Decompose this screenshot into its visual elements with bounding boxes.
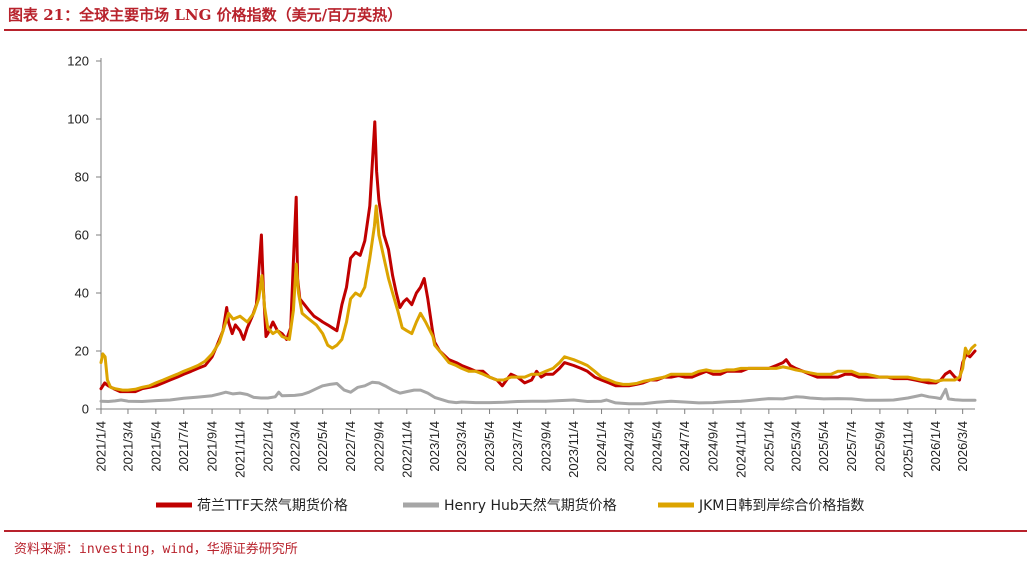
x-tick-label: 2022/1/4 — [260, 421, 275, 472]
y-tick-label: 20 — [75, 344, 89, 359]
y-tick-label: 60 — [75, 228, 89, 243]
footer-divider — [4, 530, 1027, 532]
source-note: 资料来源：investing，wind，华源证券研究所 — [14, 542, 298, 557]
legend: 荷兰TTF天然气期货价格 Henry Hub天然气期货价格 JKM日韩到岸综合价格指… — [156, 497, 864, 514]
x-tick-label: 2023/9/4 — [538, 421, 553, 472]
x-tick-label: 2023/1/4 — [427, 421, 442, 472]
x-tick-label: 2022/3/4 — [287, 421, 302, 472]
x-tick-label: 2021/7/4 — [176, 421, 191, 472]
x-tick-label: 2022/7/4 — [343, 421, 358, 472]
x-tick-label: 2023/3/4 — [454, 421, 469, 472]
x-tick-label: 2026/1/4 — [928, 421, 943, 472]
x-tick-label: 2021/3/4 — [120, 421, 135, 472]
x-tick-label: 2024/3/4 — [621, 421, 636, 472]
x-axis: 2021/1/4 2021/3/4 2021/5/4 2021/7/4 2021/9/4… — [94, 408, 975, 478]
x-tick-label: 2025/3/4 — [788, 421, 803, 472]
x-tick-label: 2022/11/4 — [399, 421, 414, 478]
y-tick-label: 40 — [75, 286, 89, 301]
x-tick-label: 2023/5/4 — [482, 421, 497, 472]
y-tick-label: 0 — [82, 402, 89, 417]
x-tick-label: 2021/11/4 — [232, 421, 247, 478]
legend-label-jkm: JKM日韩到岸综合价格指数 — [698, 498, 864, 514]
series-line-jkm — [99, 204, 977, 392]
x-tick-label: 2025/11/4 — [900, 421, 915, 478]
legend-label-ttf: 荷兰TTF天然气期货价格 — [197, 497, 348, 514]
chart-canvas: 0 20 40 60 80 100 120 2021/1/4 2021/3/4 2021/5/4… — [67, 54, 977, 514]
y-tick-label: 80 — [75, 170, 89, 185]
x-tick-label: 2024/5/4 — [649, 421, 664, 472]
x-tick-label: 2021/1/4 — [94, 421, 109, 472]
x-tick-label: 2024/9/4 — [706, 421, 721, 472]
plot-area — [99, 120, 977, 406]
x-tick-label: 2026/3/4 — [955, 421, 970, 472]
x-tick-label: 2025/9/4 — [872, 421, 887, 472]
y-tick-label: 100 — [67, 112, 89, 127]
x-tick-label: 2024/11/4 — [733, 421, 748, 478]
x-tick-label: 2024/1/4 — [594, 421, 609, 472]
x-tick-label: 2022/9/4 — [371, 421, 386, 472]
x-tick-label: 2021/5/4 — [148, 421, 163, 472]
series-line-ttf — [99, 120, 977, 394]
x-tick-label: 2024/7/4 — [677, 421, 692, 472]
x-tick-label: 2023/7/4 — [510, 421, 525, 472]
x-tick-label: 2025/1/4 — [761, 421, 776, 472]
x-tick-label: 2021/9/4 — [205, 421, 220, 472]
y-axis: 0 20 40 60 80 100 120 — [67, 54, 102, 417]
x-tick-label: 2025/7/4 — [844, 421, 859, 472]
series-line-henry-hub — [99, 380, 977, 406]
title-divider — [4, 29, 1027, 31]
x-tick-label: 2023/11/4 — [566, 421, 581, 478]
x-tick-label: 2022/5/4 — [315, 421, 330, 472]
y-tick-label: 120 — [67, 54, 89, 69]
x-tick-label: 2025/5/4 — [816, 421, 831, 472]
legend-label-henry-hub: Henry Hub天然气期货价格 — [444, 497, 617, 514]
chart-title: 图表 21：全球主要市场 LNG 价格指数（美元/百万英热） — [8, 6, 403, 24]
